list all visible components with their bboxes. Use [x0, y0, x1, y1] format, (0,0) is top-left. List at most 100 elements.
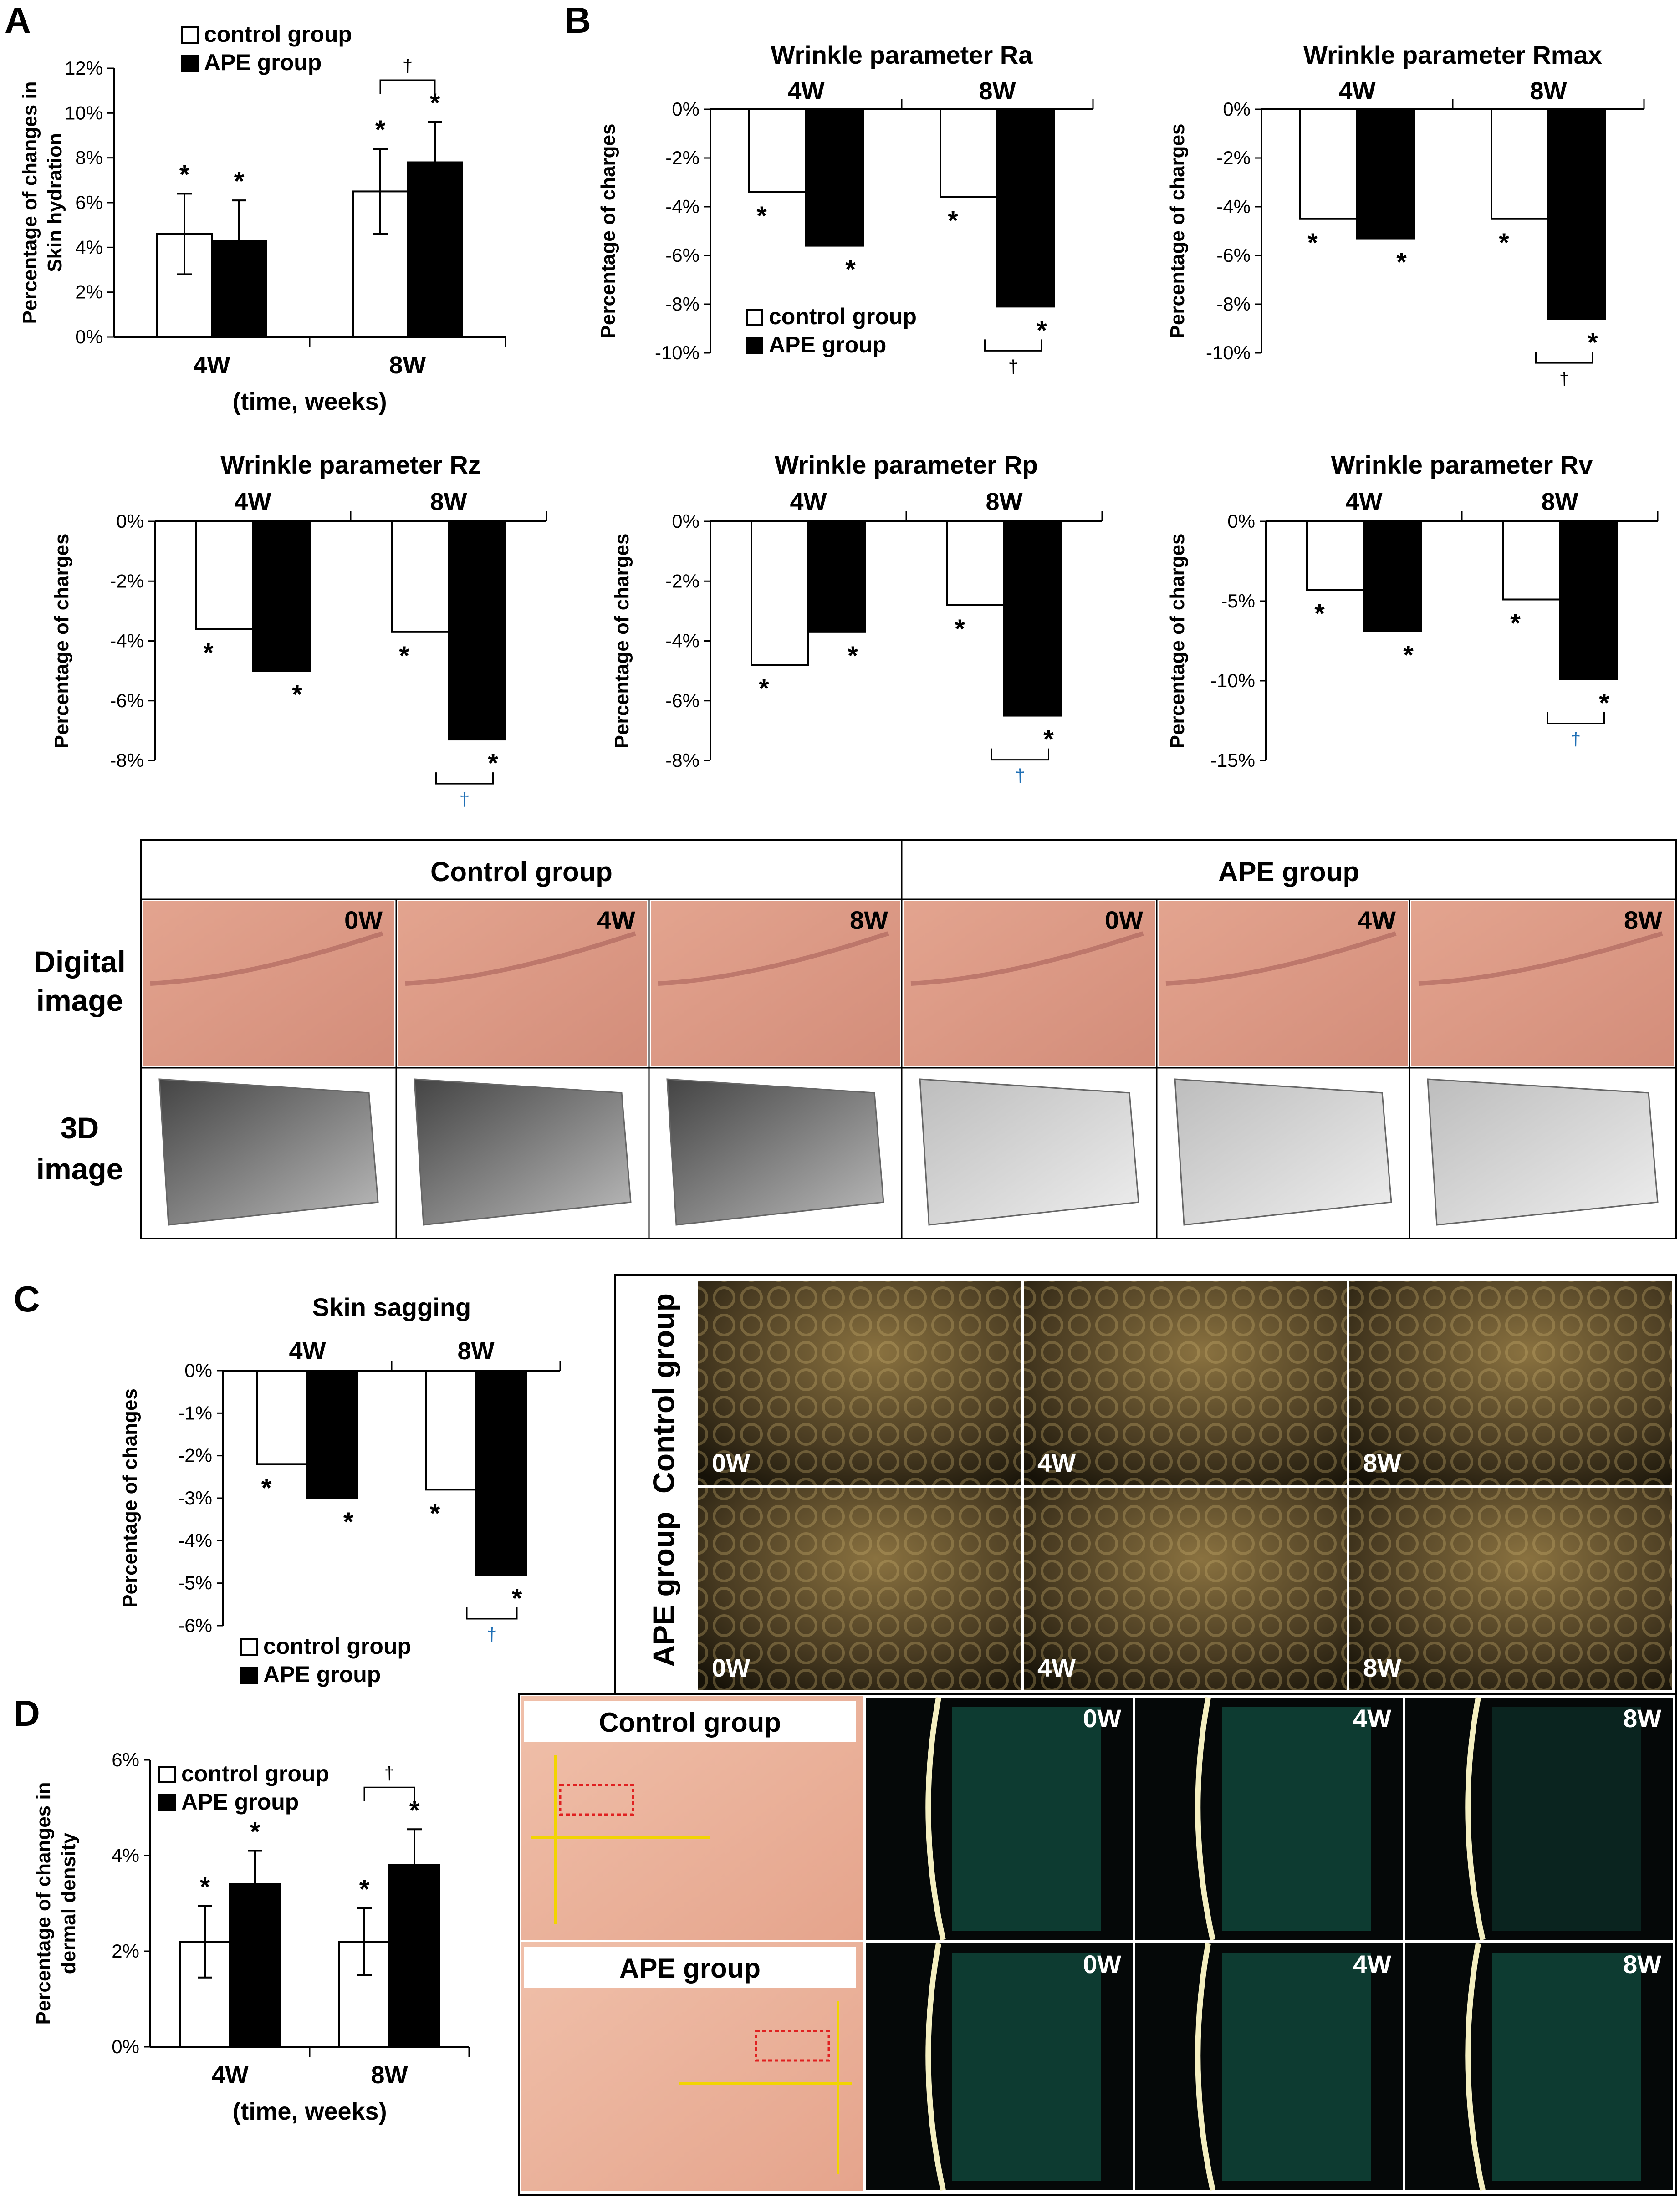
legend-swatch-control: [240, 1638, 258, 1656]
chart-wrinkle-rp: Wrinkle parameter Rp 0% -2% -4% -6% -8% 4W 8W Pe…: [611, 450, 1103, 786]
bar-control: [1299, 108, 1358, 220]
timepoint-label: 0W: [1083, 1950, 1121, 1979]
timepoint-label: 8W: [1623, 1704, 1661, 1733]
3d-surface-image: [666, 1078, 884, 1226]
significance-star: *: [343, 1507, 354, 1537]
row-label-digital-line2: image: [36, 984, 123, 1017]
y-tick-label: -6%: [178, 1615, 212, 1636]
significance-star: *: [250, 1817, 260, 1847]
y-tick-label: -2%: [665, 570, 700, 592]
significance-star: *: [1499, 228, 1509, 258]
y-tick-label: -10%: [1210, 670, 1255, 691]
panel-letter-a: A: [5, 0, 31, 41]
y-tick-label: -8%: [110, 750, 144, 771]
dermal-panel: Control group APE group 0W 4W 8W 0W 4W 8W: [518, 1693, 1677, 2196]
ultrasound-image: [866, 1943, 1133, 2190]
digital-skin-photo: [904, 901, 1155, 1066]
significance-star: *: [399, 641, 409, 671]
significance-star: *: [848, 641, 858, 671]
bar-control: [256, 1370, 308, 1465]
epidermis-echo-line: [1195, 1697, 1215, 1941]
significance-star: *: [179, 160, 190, 189]
y-tick-label: 2%: [75, 281, 103, 303]
y-axis-label: Percentage of charges: [1166, 534, 1189, 749]
digital-skin-photo: [398, 901, 647, 1066]
y-tick-label: -6%: [665, 690, 700, 711]
category-label: 4W: [790, 488, 827, 515]
bar-ape: [996, 108, 1055, 308]
bar-control: [946, 520, 1005, 606]
y-axis-label: Percentage of changes: [119, 1388, 141, 1608]
moire-cells: 0W 4W 8W 0W 4W 8W: [698, 1281, 1672, 1690]
category-label: 4W: [212, 2061, 249, 2089]
chart-wrinkle-ra: Wrinkle parameter Ra 0% -2% -4% -6% -8% -10% 4W…: [597, 41, 1094, 377]
bar-ape: [448, 520, 506, 741]
significance-star: *: [430, 1499, 440, 1528]
panel-letter-b: B: [565, 0, 591, 41]
significance-bracket: [991, 748, 1049, 761]
timepoint-label: 8W: [1623, 1950, 1661, 1979]
bar-ape: [807, 520, 866, 633]
category-label: 8W: [458, 1337, 495, 1365]
y-tick-label: -4%: [665, 630, 700, 652]
moire-fringe-overlay: [1024, 1488, 1347, 1690]
category-label: 8W: [1542, 488, 1578, 515]
wrinkle-line: [1418, 931, 1663, 986]
chart-title: Wrinkle parameter Ra: [771, 41, 1033, 69]
y-tick-label: -2%: [178, 1445, 212, 1466]
timepoint-label: 4W: [1353, 1950, 1391, 1979]
significance-star: *: [1307, 228, 1318, 258]
dagger-mark: †: [460, 790, 470, 810]
bar-ape: [407, 161, 463, 338]
legend-swatch-ape: [158, 1794, 176, 1811]
dagger-mark: †: [403, 56, 413, 76]
y-tick-label: -4%: [178, 1530, 212, 1551]
y-tick-label: -4%: [110, 630, 144, 652]
y-tick-label: 10%: [65, 102, 103, 123]
chart-wrinkle-rmax: Wrinkle parameter Rmax 0% -2% -4% -6% -8% -10%…: [1166, 41, 1645, 389]
y-tick-label: -6%: [1216, 245, 1251, 266]
dermal-echo-density: [1492, 1707, 1641, 1931]
y-tick-label: -3%: [178, 1487, 212, 1509]
row-label-3d-line2: image: [36, 1152, 123, 1186]
y-tick-label: 6%: [112, 1749, 139, 1770]
bar-ape: [252, 520, 311, 672]
image-table-border: [140, 839, 1677, 1239]
bar-control: [1306, 520, 1365, 591]
significance-star: *: [203, 638, 214, 668]
dermal-echo-density: [1492, 1953, 1641, 2181]
moire-row-label-ape: APE group: [647, 1512, 680, 1667]
significance-star: *: [375, 115, 386, 145]
significance-star: *: [292, 680, 302, 709]
y-tick-label: 0%: [1227, 510, 1255, 532]
y-axis-label: Percentage of charges: [51, 534, 73, 749]
y-axis-label-line1: Percentage of changes in: [19, 81, 41, 324]
y-tick-label: 0%: [184, 1360, 212, 1381]
y-tick-label: -8%: [665, 293, 700, 315]
moire-panel: Control group APE group 0W 4W 8W 0W 4W 8W: [614, 1274, 1677, 1695]
dermal-echo-density: [1222, 1953, 1371, 2181]
y-tick-label: 0%: [112, 2036, 139, 2057]
timepoint-label: 8W: [1363, 1653, 1401, 1682]
epidermis-echo-line: [1465, 1943, 1486, 2191]
bar-control: [425, 1370, 477, 1491]
y-tick-label: -2%: [665, 147, 700, 168]
legend-swatch-control: [158, 1766, 176, 1783]
moire-row-label-control: Control group: [647, 1293, 680, 1494]
x-axis-label: (time, weeks): [232, 2098, 387, 2125]
y-tick-label: -6%: [110, 690, 144, 711]
significance-star: *: [1396, 248, 1407, 277]
ultrasound-image: [1135, 1943, 1403, 2190]
legend-swatch-ape: [181, 55, 199, 72]
y-tick-label: 0%: [1223, 98, 1251, 120]
y-tick-label: -15%: [1210, 750, 1255, 771]
y-tick-label: -6%: [665, 245, 700, 266]
row-label-digital-line1: Digital: [34, 945, 126, 979]
significance-bracket: [363, 1786, 415, 1801]
digital-skin-photo: [651, 901, 900, 1066]
timepoint-label: 4W: [1037, 1448, 1076, 1477]
y-tick-label: -8%: [665, 750, 700, 771]
chart-title: Wrinkle parameter Rv: [1331, 450, 1593, 479]
face-photo-caption-bg: [524, 1701, 856, 1742]
significance-star: *: [409, 1795, 420, 1825]
